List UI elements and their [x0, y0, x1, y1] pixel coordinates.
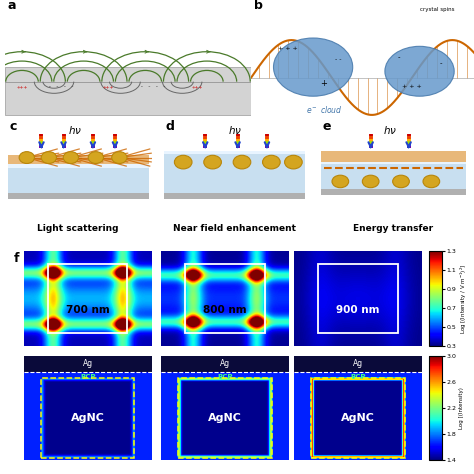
Circle shape — [233, 155, 251, 169]
Bar — [5, 67, 251, 115]
Circle shape — [174, 155, 192, 169]
Bar — [311, 378, 405, 458]
Text: 900 nm: 900 nm — [336, 305, 380, 316]
Text: Ag: Ag — [82, 359, 93, 368]
Text: e$^-$ cloud: e$^-$ cloud — [306, 104, 342, 115]
Circle shape — [41, 152, 56, 164]
Text: $h\nu$: $h\nu$ — [228, 124, 242, 136]
Text: -: - — [439, 60, 442, 66]
Bar — [294, 356, 422, 372]
Bar — [48, 264, 128, 333]
Text: a: a — [7, 0, 16, 12]
Circle shape — [423, 175, 440, 188]
Text: d: d — [165, 120, 174, 133]
Text: - - - -: - - - - — [48, 84, 74, 90]
Circle shape — [19, 152, 35, 164]
Circle shape — [88, 152, 103, 164]
Text: f: f — [14, 252, 20, 265]
Text: + + +: + + + — [279, 46, 298, 52]
Text: -: - — [397, 54, 400, 60]
Text: Near field enhancement: Near field enhancement — [173, 224, 296, 233]
Text: 800 nm: 800 nm — [203, 305, 247, 316]
Ellipse shape — [385, 46, 454, 96]
Text: BCP: BCP — [80, 374, 95, 381]
Bar — [320, 151, 466, 162]
Text: Ag: Ag — [220, 359, 230, 368]
Text: - - - -: - - - - — [139, 84, 166, 90]
Bar — [320, 162, 466, 164]
Text: AgNC: AgNC — [208, 413, 242, 423]
Text: crystal spins: crystal spins — [419, 7, 454, 12]
Bar — [178, 378, 272, 458]
Text: $h\nu$: $h\nu$ — [68, 124, 82, 136]
Circle shape — [63, 152, 79, 164]
Text: e: e — [322, 120, 331, 133]
Bar — [8, 193, 149, 199]
Bar — [8, 165, 149, 194]
Bar — [161, 356, 289, 372]
Text: - -: - - — [336, 57, 342, 62]
Text: +++: +++ — [103, 84, 114, 90]
Bar — [24, 356, 152, 372]
Text: $h\nu$: $h\nu$ — [383, 124, 397, 136]
Text: 700 nm: 700 nm — [66, 305, 109, 316]
Bar — [320, 190, 466, 195]
Text: BCP: BCP — [218, 374, 233, 381]
Bar — [164, 151, 305, 194]
Circle shape — [284, 155, 302, 169]
Ellipse shape — [273, 38, 353, 96]
Text: Light scattering: Light scattering — [37, 224, 119, 233]
Bar — [318, 264, 398, 333]
Text: AgNC: AgNC — [341, 413, 375, 423]
Bar — [8, 155, 149, 165]
Text: + + +: + + + — [402, 84, 422, 89]
Text: b: b — [254, 0, 263, 12]
Y-axis label: Log [(Intensity / V m$^{-1}$)$^2$]: Log [(Intensity / V m$^{-1}$)$^2$] — [459, 264, 469, 334]
Y-axis label: Log [(Intensity): Log [(Intensity) — [459, 387, 464, 428]
Bar — [185, 264, 265, 333]
Text: c: c — [9, 120, 17, 133]
Bar — [8, 164, 149, 168]
Circle shape — [263, 155, 280, 169]
Text: BCP: BCP — [350, 374, 365, 381]
Circle shape — [204, 155, 221, 169]
Circle shape — [332, 175, 349, 188]
Circle shape — [112, 152, 127, 164]
Bar — [164, 193, 305, 199]
Text: +++: +++ — [17, 84, 27, 90]
Text: +++: +++ — [191, 84, 202, 90]
Text: +: + — [320, 79, 328, 88]
Text: Energy transfer: Energy transfer — [353, 224, 434, 233]
Bar — [41, 378, 135, 458]
Circle shape — [362, 175, 379, 188]
Bar — [320, 162, 466, 191]
Text: Ag: Ag — [353, 359, 363, 368]
Text: AgNC: AgNC — [71, 413, 105, 423]
Circle shape — [392, 175, 410, 188]
Bar — [164, 151, 305, 154]
